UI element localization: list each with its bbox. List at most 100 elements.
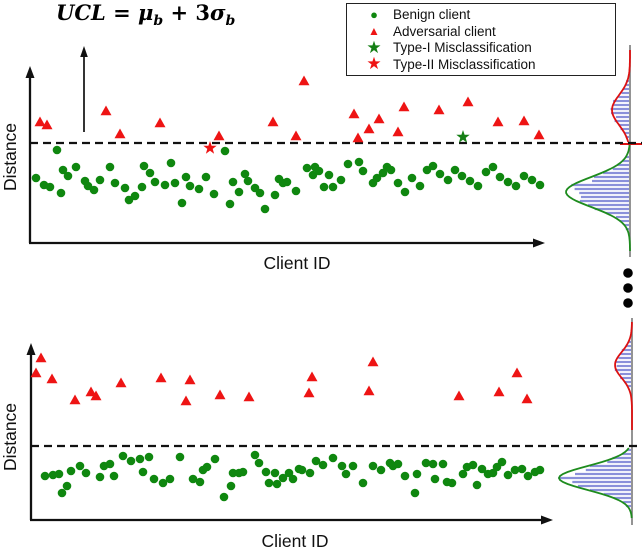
benign-point: [264, 478, 274, 488]
ellipsis-dot-icon: [623, 298, 633, 308]
adversarial-point: [69, 394, 81, 405]
adversarial-point: [85, 386, 97, 397]
benign-point: [337, 461, 347, 471]
benign-circle-icon: ●: [370, 6, 378, 22]
adversarial-point: [180, 395, 192, 406]
adversarial-point: [46, 373, 58, 384]
benign-point: [57, 488, 67, 498]
benign-point: [81, 468, 91, 478]
adversarial-point: [30, 367, 42, 378]
benign-point: [40, 471, 50, 481]
benign-point: [209, 189, 219, 199]
benign-point: [477, 464, 487, 474]
benign-point: [458, 469, 468, 479]
benign-point: [368, 461, 378, 471]
benign-point: [145, 168, 155, 178]
x-axis-arrowhead-icon: [533, 238, 545, 248]
benign-point: [225, 199, 235, 209]
benign-point: [54, 469, 64, 479]
benign-point: [288, 474, 298, 484]
benign-point: [319, 182, 329, 192]
benign-point: [95, 472, 105, 482]
legend-label: Adversarial client: [393, 23, 496, 39]
benign-point: [503, 470, 513, 480]
benign-point: [219, 492, 229, 502]
adversarial-point: [290, 130, 302, 141]
adversarial-point: [367, 356, 379, 367]
legend-label: Benign client: [393, 7, 471, 23]
benign-point: [170, 178, 180, 188]
adversarial-point: [493, 386, 505, 397]
benign-point: [324, 170, 334, 180]
benign-point: [118, 451, 128, 461]
benign-point: [160, 180, 170, 190]
benign-point: [393, 459, 403, 469]
y-axis-label-top: Distance: [0, 122, 20, 192]
benign-point: [328, 182, 338, 192]
benign-point: [393, 178, 403, 188]
benign-point: [95, 175, 105, 185]
benign-point: [139, 161, 149, 171]
benign-point: [495, 172, 505, 182]
benign-point: [358, 166, 368, 176]
benign-point: [503, 177, 513, 187]
adversarial-point: [214, 389, 226, 400]
adversarial-point: [100, 105, 112, 116]
legend-item-benign: ● Benign client: [359, 7, 615, 23]
formula-sub-b1: b: [153, 13, 164, 30]
legend-item-type2: ★ Type-II Misclassification: [359, 55, 615, 72]
adversarial-point: [462, 96, 474, 107]
benign-point: [149, 474, 159, 484]
benign-density-curve: [557, 447, 633, 519]
adversarial-point: [213, 130, 225, 141]
benign-point: [415, 181, 425, 191]
benign-point: [181, 172, 191, 182]
benign-point: [472, 480, 482, 490]
benign-point: [165, 474, 175, 484]
benign-point: [407, 173, 417, 183]
benign-point: [175, 452, 185, 462]
benign-point: [75, 461, 85, 471]
benign-point: [138, 467, 148, 477]
benign-point: [254, 458, 264, 468]
benign-point: [166, 158, 176, 168]
benign-point: [105, 459, 115, 469]
benign-point: [195, 477, 205, 487]
benign-point: [177, 198, 187, 208]
benign-point: [238, 467, 248, 477]
benign-point: [220, 146, 230, 156]
adversarial-point: [114, 128, 126, 139]
benign-point: [250, 450, 260, 460]
benign-point: [228, 177, 238, 187]
benign-point: [511, 181, 521, 191]
benign-point: [336, 175, 346, 185]
adversarial-point: [90, 390, 102, 401]
benign-density-curve: [565, 144, 631, 251]
legend: ● Benign client ▲ Adversarial client ★ T…: [346, 3, 616, 76]
formula-sub-b2: b: [225, 13, 236, 30]
adversarial-point: [184, 374, 196, 385]
benign-point: [135, 454, 145, 464]
x-axis-label-top: Client ID: [263, 253, 331, 273]
benign-point: [473, 181, 483, 191]
benign-point: [535, 465, 545, 475]
adversarial-triangle-icon: ▲: [368, 24, 380, 39]
benign-point: [228, 468, 238, 478]
benign-point: [318, 460, 328, 470]
benign-point: [438, 459, 448, 469]
benign-point: [421, 458, 431, 468]
benign-point: [110, 178, 120, 188]
benign-point: [291, 186, 301, 196]
benign-point: [386, 165, 396, 175]
benign-point: [328, 453, 338, 463]
benign-point: [343, 159, 353, 169]
x-axis-label-bottom: Client ID: [261, 531, 329, 551]
benign-point: [56, 188, 66, 198]
formula-equals: =: [105, 0, 139, 25]
adversarial-point: [511, 367, 523, 378]
benign-point: [278, 473, 288, 483]
type1-misclassification-star: [456, 130, 470, 143]
benign-point: [260, 204, 270, 214]
y-axis-label-bottom: Distance: [0, 402, 20, 472]
